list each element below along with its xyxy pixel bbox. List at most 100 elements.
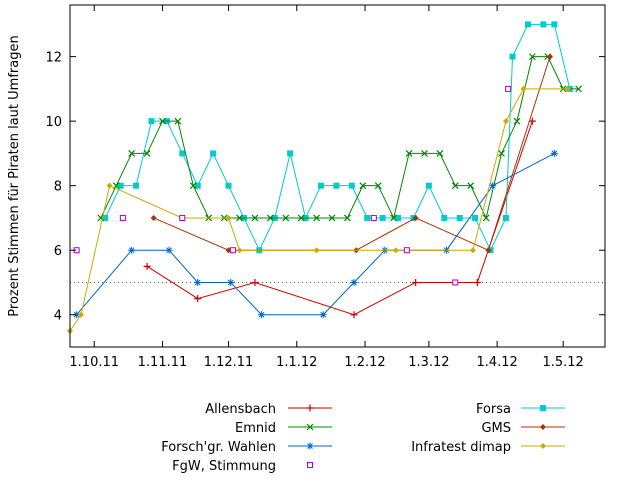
data-point bbox=[551, 21, 558, 28]
legend-label: Forsa bbox=[476, 402, 511, 417]
data-point bbox=[520, 85, 527, 92]
data-point bbox=[412, 278, 420, 286]
data-point bbox=[467, 182, 475, 190]
y-axis-label: Prozent Stimmen für Piraten laut Umfrage… bbox=[7, 35, 22, 316]
data-point bbox=[225, 214, 232, 221]
legend-item: Allensbach bbox=[205, 402, 332, 417]
x-tick-label: 1.10.11 bbox=[69, 355, 119, 370]
plot-frame bbox=[69, 4, 606, 348]
data-point bbox=[143, 149, 151, 157]
x-tick-label: 1.11.11 bbox=[138, 355, 188, 370]
x-tick-label: 1.5.12 bbox=[542, 355, 583, 370]
y-tick-label: 6 bbox=[54, 244, 62, 259]
series-6 bbox=[73, 85, 512, 286]
data-point bbox=[194, 278, 202, 286]
data-point bbox=[403, 247, 410, 254]
data-point bbox=[550, 149, 558, 157]
legend-marker bbox=[540, 443, 546, 449]
data-point bbox=[509, 53, 516, 60]
series-line bbox=[104, 23, 571, 252]
series-line bbox=[153, 56, 551, 251]
legend-item: Emnid bbox=[235, 421, 332, 436]
legend-marker bbox=[306, 423, 314, 431]
data-point bbox=[473, 278, 481, 286]
data-point bbox=[395, 214, 402, 221]
y-tick-label: 12 bbox=[45, 51, 62, 66]
data-point bbox=[451, 182, 459, 190]
data-point bbox=[328, 214, 336, 222]
legend-marker bbox=[306, 442, 314, 450]
data-point bbox=[128, 246, 136, 254]
data-point bbox=[282, 214, 290, 222]
series-line bbox=[76, 152, 555, 316]
data-point bbox=[225, 182, 232, 189]
x-tick-label: 1.3.12 bbox=[408, 355, 449, 370]
data-point bbox=[165, 246, 173, 254]
data-point bbox=[287, 150, 294, 157]
data-point bbox=[148, 118, 155, 125]
legend-marker bbox=[306, 404, 314, 412]
data-point bbox=[350, 311, 358, 319]
data-point bbox=[258, 311, 266, 319]
x-tick-label: 1.12.11 bbox=[204, 355, 254, 370]
legend-label: GMS bbox=[481, 421, 511, 436]
data-point bbox=[528, 53, 536, 61]
data-point bbox=[441, 214, 448, 221]
legend-label: Infratest dimap bbox=[411, 440, 511, 455]
data-point bbox=[333, 182, 340, 189]
data-point bbox=[251, 278, 259, 286]
x-tick-label: 1.2.12 bbox=[344, 355, 385, 370]
data-point bbox=[575, 85, 583, 93]
series-line bbox=[100, 56, 579, 220]
data-point bbox=[412, 214, 419, 221]
data-point bbox=[251, 214, 259, 222]
data-point bbox=[482, 214, 490, 222]
data-point bbox=[236, 247, 243, 254]
legend-label: Allensbach bbox=[205, 402, 276, 417]
legend-item: Infratest dimap bbox=[411, 440, 565, 455]
data-point bbox=[425, 182, 432, 189]
data-point bbox=[502, 118, 509, 125]
x-tick-label: 1.1.12 bbox=[276, 355, 317, 370]
data-point bbox=[485, 247, 492, 254]
data-point bbox=[456, 214, 463, 221]
data-point bbox=[78, 311, 85, 318]
legend-item: Forsa bbox=[476, 402, 565, 417]
data-point bbox=[150, 214, 157, 221]
data-point bbox=[128, 149, 136, 157]
data-point bbox=[179, 150, 186, 157]
data-point bbox=[390, 214, 398, 222]
legend-marker bbox=[307, 462, 313, 468]
data-point bbox=[513, 117, 521, 125]
x-tick-label: 1.4.12 bbox=[476, 355, 517, 370]
data-point bbox=[229, 247, 236, 254]
data-point bbox=[297, 214, 305, 222]
data-point bbox=[546, 53, 553, 60]
data-point bbox=[227, 278, 235, 286]
data-point bbox=[133, 182, 140, 189]
data-point bbox=[469, 247, 476, 254]
data-point bbox=[343, 214, 351, 222]
data-point bbox=[174, 117, 182, 125]
legend-marker bbox=[540, 405, 546, 411]
series-0 bbox=[143, 117, 536, 319]
series-2 bbox=[97, 53, 583, 222]
data-point bbox=[236, 214, 243, 222]
data-point bbox=[359, 182, 367, 190]
data-point bbox=[143, 262, 151, 270]
data-point bbox=[421, 149, 428, 157]
data-point bbox=[194, 182, 201, 189]
data-point bbox=[524, 21, 531, 28]
legend-item: FgW, Stimmung bbox=[172, 459, 313, 474]
data-point bbox=[489, 182, 497, 190]
data-point bbox=[210, 150, 217, 157]
data-point bbox=[106, 182, 113, 189]
data-point bbox=[317, 182, 324, 189]
legend-label: Forsch'gr. Wahlen bbox=[161, 440, 276, 455]
data-point bbox=[370, 214, 377, 221]
data-point bbox=[374, 182, 382, 190]
data-point bbox=[102, 214, 109, 221]
data-point bbox=[348, 182, 355, 189]
